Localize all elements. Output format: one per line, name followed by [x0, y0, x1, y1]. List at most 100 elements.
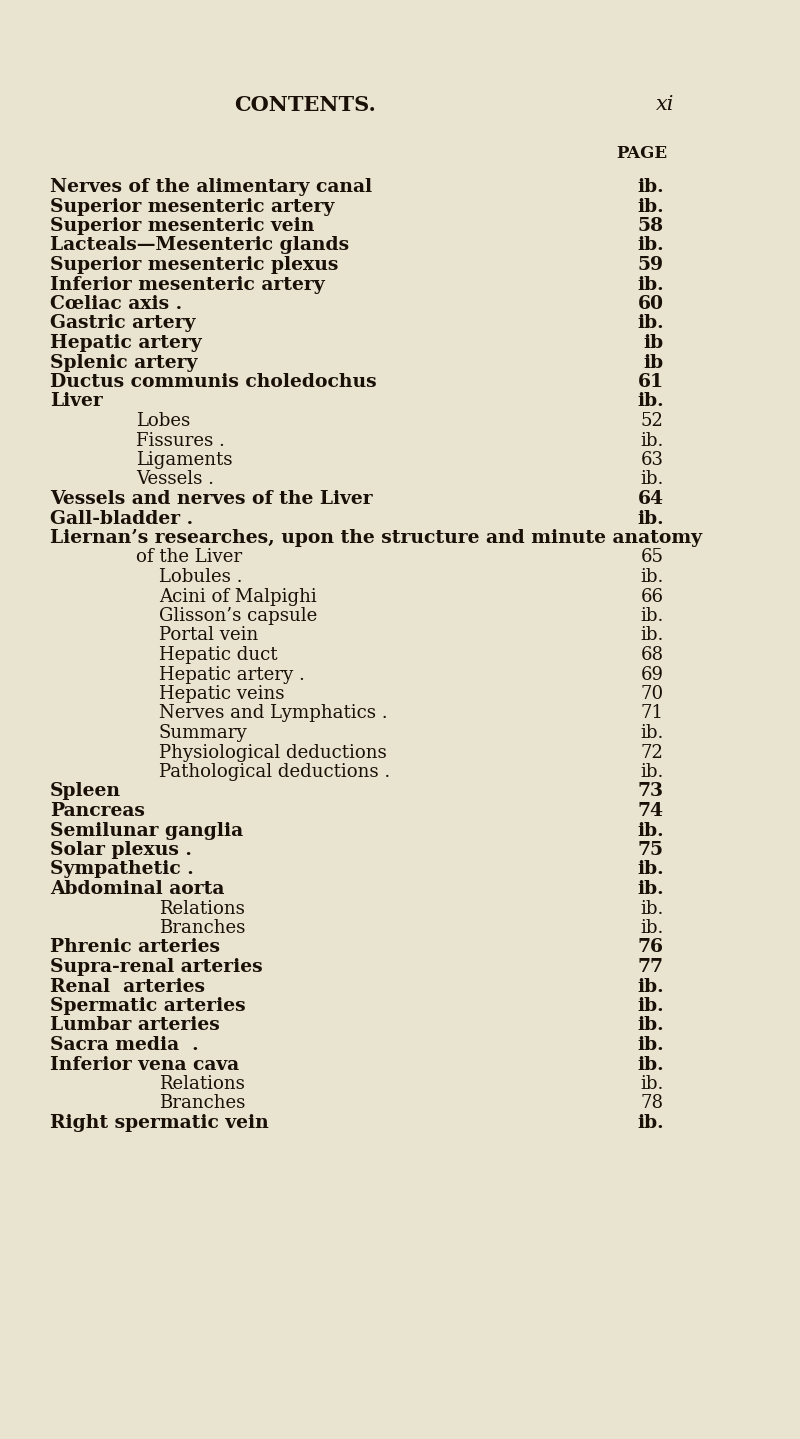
Text: ib.: ib. [637, 236, 664, 255]
Text: 75: 75 [638, 840, 664, 859]
Text: CONTENTS.: CONTENTS. [234, 95, 375, 115]
Text: Splenic artery: Splenic artery [50, 354, 198, 371]
Text: ib.: ib. [640, 1075, 664, 1094]
Text: 52: 52 [641, 412, 664, 430]
Text: Hepatic veins: Hepatic veins [158, 685, 284, 704]
Text: ib.: ib. [637, 197, 664, 216]
Text: ib.: ib. [637, 1055, 664, 1073]
Text: 74: 74 [638, 802, 664, 820]
Text: 61: 61 [638, 373, 664, 391]
Text: of the Liver: of the Liver [136, 548, 242, 567]
Text: Acini of Malpighi: Acini of Malpighi [158, 587, 316, 606]
Text: Liver: Liver [50, 393, 102, 410]
Text: ib.: ib. [637, 1036, 664, 1053]
Text: ib.: ib. [637, 881, 664, 898]
Text: 72: 72 [641, 744, 664, 761]
Text: Portal vein: Portal vein [158, 626, 258, 645]
Text: Pancreas: Pancreas [50, 802, 145, 820]
Text: ib.: ib. [637, 393, 664, 410]
Text: ib.: ib. [637, 275, 664, 294]
Text: ib.: ib. [640, 471, 664, 488]
Text: 76: 76 [638, 938, 664, 957]
Text: Physiological deductions: Physiological deductions [158, 744, 386, 761]
Text: ib.: ib. [637, 977, 664, 996]
Text: Hepatic artery: Hepatic artery [50, 334, 202, 353]
Text: PAGE: PAGE [616, 145, 667, 163]
Text: Ductus communis choledochus: Ductus communis choledochus [50, 373, 377, 391]
Text: Sympathetic .: Sympathetic . [50, 861, 194, 878]
Text: ib.: ib. [640, 568, 664, 586]
Text: Cœliac axis .: Cœliac axis . [50, 295, 182, 314]
Text: Renal  arteries: Renal arteries [50, 977, 205, 996]
Text: 69: 69 [641, 665, 664, 684]
Text: Sacra media  .: Sacra media . [50, 1036, 198, 1053]
Text: Hepatic duct: Hepatic duct [158, 646, 277, 663]
Text: Summary: Summary [158, 724, 247, 743]
Text: Lobules .: Lobules . [158, 568, 242, 586]
Text: Lacteals—Mesenteric glands: Lacteals—Mesenteric glands [50, 236, 349, 255]
Text: ib.: ib. [637, 509, 664, 528]
Text: Relations: Relations [158, 1075, 245, 1094]
Text: Lobes: Lobes [136, 412, 190, 430]
Text: Supra-renal arteries: Supra-renal arteries [50, 958, 262, 976]
Text: Phrenic arteries: Phrenic arteries [50, 938, 220, 957]
Text: ib.: ib. [640, 899, 664, 918]
Text: ib.: ib. [637, 315, 664, 332]
Text: Vessels .: Vessels . [136, 471, 214, 488]
Text: ib.: ib. [637, 1114, 664, 1132]
Text: Branches: Branches [158, 1095, 245, 1112]
Text: ib.: ib. [640, 626, 664, 645]
Text: Solar plexus .: Solar plexus . [50, 840, 192, 859]
Text: xi: xi [656, 95, 674, 114]
Text: Spermatic arteries: Spermatic arteries [50, 997, 246, 1014]
Text: Right spermatic vein: Right spermatic vein [50, 1114, 269, 1132]
Text: ib.: ib. [640, 920, 664, 937]
Text: Gall-bladder .: Gall-bladder . [50, 509, 193, 528]
Text: ib: ib [643, 334, 664, 353]
Text: Superior mesenteric plexus: Superior mesenteric plexus [50, 256, 338, 273]
Text: 78: 78 [641, 1095, 664, 1112]
Text: ib.: ib. [640, 432, 664, 449]
Text: ib.: ib. [637, 822, 664, 839]
Text: ib.: ib. [640, 763, 664, 781]
Text: Hepatic artery .: Hepatic artery . [158, 665, 305, 684]
Text: Inferior mesenteric artery: Inferior mesenteric artery [50, 275, 325, 294]
Text: 63: 63 [641, 450, 664, 469]
Text: 60: 60 [638, 295, 664, 314]
Text: Inferior vena cava: Inferior vena cava [50, 1055, 239, 1073]
Text: 70: 70 [641, 685, 664, 704]
Text: ib.: ib. [640, 607, 664, 625]
Text: Spleen: Spleen [50, 783, 121, 800]
Text: ib.: ib. [637, 1016, 664, 1035]
Text: Semilunar ganglia: Semilunar ganglia [50, 822, 243, 839]
Text: ib.: ib. [640, 724, 664, 743]
Text: 64: 64 [638, 491, 664, 508]
Text: ib.: ib. [637, 997, 664, 1014]
Text: Lumbar arteries: Lumbar arteries [50, 1016, 220, 1035]
Text: ib: ib [643, 354, 664, 371]
Text: Vessels and nerves of the Liver: Vessels and nerves of the Liver [50, 491, 373, 508]
Text: ib.: ib. [637, 861, 664, 878]
Text: Superior mesenteric artery: Superior mesenteric artery [50, 197, 334, 216]
Text: 73: 73 [638, 783, 664, 800]
Text: Pathological deductions .: Pathological deductions . [158, 763, 390, 781]
Text: Nerves and Lymphatics .: Nerves and Lymphatics . [158, 705, 387, 722]
Text: Abdominal aorta: Abdominal aorta [50, 881, 224, 898]
Text: 66: 66 [641, 587, 664, 606]
Text: Relations: Relations [158, 899, 245, 918]
Text: Fissures .: Fissures . [136, 432, 225, 449]
Text: Superior mesenteric vein: Superior mesenteric vein [50, 217, 314, 235]
Text: 71: 71 [641, 705, 664, 722]
Text: 58: 58 [638, 217, 664, 235]
Text: Ligaments: Ligaments [136, 450, 233, 469]
Text: Gastric artery: Gastric artery [50, 315, 195, 332]
Text: ib.: ib. [637, 178, 664, 196]
Text: Branches: Branches [158, 920, 245, 937]
Text: Nerves of the alimentary canal: Nerves of the alimentary canal [50, 178, 372, 196]
Text: Glisson’s capsule: Glisson’s capsule [158, 607, 317, 625]
Text: 77: 77 [638, 958, 664, 976]
Text: 59: 59 [638, 256, 664, 273]
Text: Liernan’s researches, upon the structure and minute anatomy: Liernan’s researches, upon the structure… [50, 530, 702, 547]
Text: 65: 65 [641, 548, 664, 567]
Text: 68: 68 [641, 646, 664, 663]
